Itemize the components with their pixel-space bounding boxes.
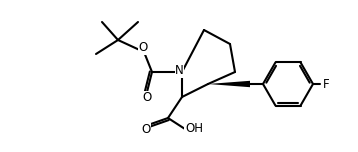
Text: F: F xyxy=(323,78,330,90)
Text: O: O xyxy=(139,41,147,54)
Text: N: N xyxy=(175,64,184,77)
Text: O: O xyxy=(141,123,151,136)
Text: O: O xyxy=(142,91,152,104)
Text: OH: OH xyxy=(185,123,203,135)
Polygon shape xyxy=(208,81,250,87)
